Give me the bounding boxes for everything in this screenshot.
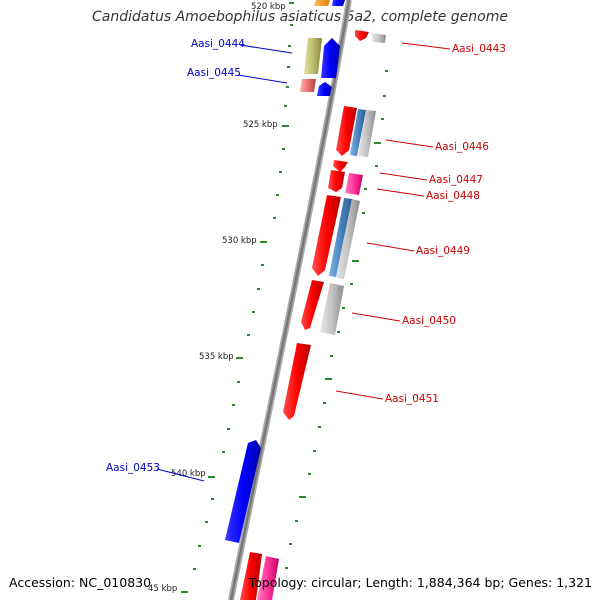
- gene-label-0448[interactable]: Aasi_0448: [426, 190, 480, 202]
- tick-labels: 520 kbp 525 kbp 530 kbp 535 kbp 540 kbp …: [148, 2, 286, 594]
- blast-hit-0449[interactable]: [329, 198, 352, 277]
- blast-hit-0446[interactable]: [350, 109, 366, 156]
- rrna-feature-bottom[interactable]: [257, 556, 279, 600]
- cds-feature-0446[interactable]: [336, 106, 357, 156]
- gene-label-0445[interactable]: Aasi_0445: [187, 67, 241, 79]
- tick-label-545: 45 kbp: [148, 584, 177, 594]
- gene-label-0447[interactable]: Aasi_0447: [429, 174, 483, 186]
- blast-hit-0443[interactable]: [372, 33, 386, 43]
- accession-text: Accession: NC_010830: [9, 575, 152, 590]
- cds-feature-bottom[interactable]: [240, 552, 262, 600]
- tick-label-520: 520 kbp: [251, 2, 286, 12]
- blast-hit-0446b[interactable]: [358, 110, 376, 157]
- gene-label-0453[interactable]: Aasi_0453: [106, 462, 160, 474]
- rrna-feature-0448[interactable]: [345, 173, 363, 195]
- blast-hit-0450[interactable]: [320, 283, 344, 335]
- genome-stats-text: Topology: circular; Length: 1,884,364 bp…: [248, 575, 592, 590]
- gene-label-0449[interactable]: Aasi_0449: [416, 245, 470, 257]
- tick-marks: [181, 2, 294, 593]
- cds-feature-0450[interactable]: [301, 280, 324, 330]
- gene-label-0451[interactable]: Aasi_0451: [385, 393, 439, 405]
- cds-feature-0449[interactable]: [312, 195, 341, 276]
- feature-blocks-inner[interactable]: [312, 30, 386, 335]
- inner-tick-marks: [285, 70, 388, 569]
- gene-label-0446[interactable]: Aasi_0446: [435, 141, 489, 153]
- tick-label-530: 530 kbp: [222, 236, 257, 246]
- tick-label-525: 525 kbp: [243, 120, 278, 130]
- cds-feature-0444[interactable]: [321, 38, 340, 78]
- gene-labels: Aasi_0443 Aasi_0444 Aasi_0445 Aasi_0446 …: [106, 38, 506, 474]
- cds-feature-0453[interactable]: [225, 440, 261, 543]
- cds-feature-0448a[interactable]: [328, 170, 345, 192]
- trna-feature-0444[interactable]: [304, 38, 322, 74]
- feature-blocks[interactable]: [225, 0, 345, 600]
- map-title: Candidatus Amoebophilus asiaticus 5a2, c…: [92, 9, 508, 25]
- cds-feature-0447[interactable]: [333, 160, 348, 172]
- tick-label-540: 540 kbp: [171, 469, 206, 479]
- cds-feature-0451[interactable]: [283, 343, 311, 420]
- gene-label-0444[interactable]: Aasi_0444: [191, 38, 245, 50]
- trna-feature-0445[interactable]: [300, 79, 316, 92]
- gene-label-0450[interactable]: Aasi_0450: [402, 315, 456, 327]
- cds-feature-blue-top[interactable]: [332, 0, 345, 6]
- gene-label-0443[interactable]: Aasi_0443: [452, 43, 506, 55]
- tick-label-535: 535 kbp: [199, 352, 234, 362]
- callout-lines: [156, 42, 451, 482]
- cds-feature-orange[interactable]: [314, 0, 330, 6]
- cds-feature-0443[interactable]: [355, 30, 369, 41]
- blast-hit-0449b[interactable]: [336, 199, 360, 279]
- cds-feature-0445[interactable]: [317, 82, 332, 96]
